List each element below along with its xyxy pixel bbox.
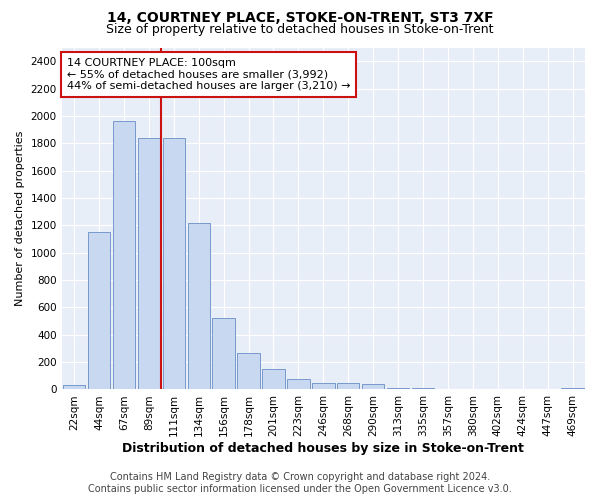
X-axis label: Distribution of detached houses by size in Stoke-on-Trent: Distribution of detached houses by size … [122, 442, 524, 455]
Bar [287, 378, 310, 390]
Text: Contains HM Land Registry data © Crown copyright and database right 2024.
Contai: Contains HM Land Registry data © Crown c… [88, 472, 512, 494]
Text: 14, COURTNEY PLACE, STOKE-ON-TRENT, ST3 7XF: 14, COURTNEY PLACE, STOKE-ON-TRENT, ST3 … [107, 12, 493, 26]
Bar [312, 382, 335, 390]
Bar [88, 232, 110, 390]
Bar [461, 389, 484, 390]
Bar [412, 388, 434, 390]
Bar [562, 388, 584, 390]
Bar [511, 389, 534, 390]
Bar [262, 369, 285, 390]
Bar [188, 222, 210, 390]
Bar [536, 389, 559, 390]
Bar [437, 389, 459, 390]
Bar [212, 318, 235, 390]
Bar [387, 388, 409, 390]
Bar [137, 138, 160, 390]
Bar [487, 389, 509, 390]
Bar [113, 122, 135, 390]
Text: 14 COURTNEY PLACE: 100sqm
← 55% of detached houses are smaller (3,992)
44% of se: 14 COURTNEY PLACE: 100sqm ← 55% of detac… [67, 58, 350, 91]
Bar [63, 386, 85, 390]
Y-axis label: Number of detached properties: Number of detached properties [15, 131, 25, 306]
Bar [238, 352, 260, 390]
Bar [362, 384, 385, 390]
Bar [163, 138, 185, 390]
Bar [337, 384, 359, 390]
Text: Size of property relative to detached houses in Stoke-on-Trent: Size of property relative to detached ho… [106, 22, 494, 36]
